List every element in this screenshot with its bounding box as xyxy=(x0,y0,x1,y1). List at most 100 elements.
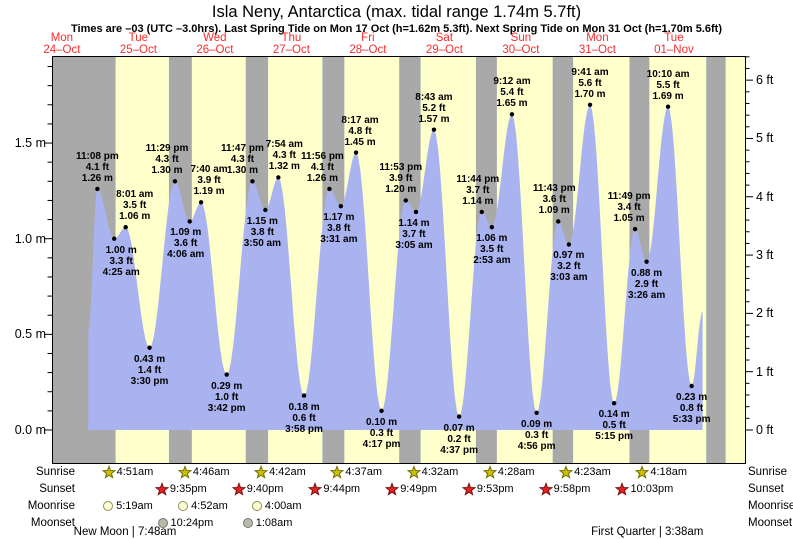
sunrise-time: 4:37am xyxy=(345,466,383,478)
tide-high-label: 11:47 pm 4.3 ft 1.30 m xyxy=(221,143,264,177)
tide-low-label: 1.17 m 3.8 ft 3:31 am xyxy=(320,212,358,246)
tide-low-label: 1.14 m 3.7 ft 3:05 am xyxy=(395,217,433,251)
y-axis-right-label: 3 ft xyxy=(756,248,774,263)
tide-point xyxy=(301,393,307,398)
sunset-star-icon xyxy=(461,482,476,496)
sunset-star-icon xyxy=(385,482,400,496)
chart-subtitle: Times are –03 (UTC –3.0hrs). Last Spring… xyxy=(71,23,722,35)
sunrise-time: 4:51am xyxy=(116,466,154,478)
day-header: Sun 30–Oct xyxy=(502,32,540,56)
sunset-time: 9:49pm xyxy=(400,483,437,495)
moonset-time: 1:08am xyxy=(255,517,293,529)
tide-point xyxy=(632,226,638,232)
tide-curve-area xyxy=(88,104,703,431)
tide-high-label: 8:43 am 5.2 ft 1.57 m xyxy=(415,91,453,125)
sunrise-row-label-right: Sunrise xyxy=(748,466,787,478)
tide-point xyxy=(112,236,117,241)
tide-low-label: 0.10 m 0.3 ft 4:17 pm xyxy=(362,416,401,450)
sunset-star-icon xyxy=(154,482,169,496)
sunrise-star-icon xyxy=(406,465,421,479)
sunset-time: 9:58pm xyxy=(553,483,591,495)
tide-high-label: 11:49 pm 3.4 ft 1.05 m xyxy=(607,191,651,225)
sunrise-item: 4:18am xyxy=(635,465,687,479)
moonset-row-label-left: Moonset xyxy=(30,517,75,529)
tide-high-label: 9:41 am 5.6 ft 1.70 m xyxy=(571,66,609,100)
sunset-time: 9:35pm xyxy=(169,483,207,495)
sunrise-star-icon xyxy=(254,465,269,479)
tide-high-label: 7:40 am 3.9 ft 1.19 m xyxy=(190,164,228,198)
tide-point xyxy=(611,401,617,406)
sunrise-item: 4:37am xyxy=(330,465,382,479)
sunrise-item: 4:28am xyxy=(482,465,535,479)
tide-point xyxy=(379,408,384,414)
tide-high-label: 10:10 am 5.5 ft 1.69 m xyxy=(646,68,690,102)
tide-point xyxy=(123,225,128,230)
day-header: Thu 27–Oct xyxy=(272,32,310,56)
tide-point xyxy=(338,203,344,209)
sunrise-time: 4:23am xyxy=(574,466,611,478)
tide-point xyxy=(456,414,462,419)
tide-low-label: 1.00 m 3.3 ft 4:25 am xyxy=(102,244,140,278)
tide-point xyxy=(187,219,192,224)
tide-point xyxy=(172,179,178,184)
moonrise-row-label-right: Moonrise xyxy=(748,500,793,512)
y-axis-right-label: 1 ft xyxy=(756,364,774,379)
sunrise-time: 4:32am xyxy=(421,466,459,478)
tide-point xyxy=(644,259,649,264)
tide-high-label: 11:08 pm 4.1 ft 1.26 m xyxy=(75,150,119,184)
sunrise-star-icon xyxy=(177,465,192,479)
day-header: Mon 31–Oct xyxy=(578,32,616,56)
moonrise-row-label-left: Moonrise xyxy=(27,500,75,512)
page-title: Isla Neny, Antarctica (max. tidal range … xyxy=(211,3,582,21)
tide-low-label: 0.14 m 0.5 ft 5:15 pm xyxy=(595,409,634,443)
tide-high-label: 11:53 pm 3.9 ft 1.20 m xyxy=(379,162,423,196)
sunset-item: 9:35pm xyxy=(154,482,207,496)
sunset-time: 9:40pm xyxy=(246,483,284,495)
sunset-item: 9:40pm xyxy=(231,482,284,496)
sunrise-star-icon xyxy=(482,465,497,479)
day-header: Tue 01–Nov xyxy=(654,32,694,56)
y-axis-right-label: 4 ft xyxy=(756,189,774,204)
tide-high-label: 8:17 am 4.8 ft 1.45 m xyxy=(341,114,379,148)
moonset-icon xyxy=(242,518,253,528)
sunset-star-icon xyxy=(615,482,630,496)
tide-high-label: 9:12 am 5.4 ft 1.65 m xyxy=(493,76,531,110)
tide-low-label: 1.15 m 3.8 ft 3:50 am xyxy=(243,216,281,249)
sunrise-row-label-left: Sunrise xyxy=(36,466,75,478)
sunset-item: 9:44pm xyxy=(308,482,360,496)
moonset-item: 10:24pm xyxy=(157,516,214,530)
tide-point xyxy=(509,112,515,117)
tide-point xyxy=(250,179,255,184)
moonrise-time: 4:00am xyxy=(264,500,302,512)
y-axis-left-label: 1.0 m xyxy=(14,231,46,246)
tide-point xyxy=(665,104,671,109)
sunrise-item: 4:32am xyxy=(406,465,459,479)
night-band xyxy=(706,57,726,463)
sunrise-star-icon xyxy=(635,465,650,479)
sunset-time: 9:44pm xyxy=(323,483,361,495)
sunset-item: 9:53pm xyxy=(461,482,514,496)
tide-low-label: 0.43 m 1.4 ft 3:30 pm xyxy=(130,353,169,387)
day-band xyxy=(725,57,745,463)
moonset-item: 1:08am xyxy=(242,516,293,530)
tide-high-label: 11:29 pm 4.3 ft 1.30 m xyxy=(145,143,189,177)
tide-low-label: 0.29 m 1.0 ft 3:42 pm xyxy=(207,380,246,414)
day-header: Tue 25–Oct xyxy=(119,32,157,56)
sunset-star-icon xyxy=(538,482,553,496)
tide-point xyxy=(198,200,204,205)
moonset-time: 10:24pm xyxy=(170,517,214,529)
tide-low-label: 0.88 m 2.9 ft 3:26 am xyxy=(627,267,666,301)
day-header: Mon 24–Oct xyxy=(43,32,81,56)
tide-point xyxy=(566,242,572,247)
tide-high-label: 11:56 pm 4.1 ft 1.26 m xyxy=(301,150,344,184)
day-header: Wed 26–Oct xyxy=(196,32,234,56)
moonset-row-label-right: Moonset xyxy=(748,517,793,529)
moonrise-time: 4:52am xyxy=(191,500,228,512)
sunset-item: 9:49pm xyxy=(385,482,437,496)
tide-point xyxy=(263,207,268,213)
tide-high-label: 11:43 pm 3.6 ft 1.09 m xyxy=(532,183,576,217)
sunrise-star-icon xyxy=(330,465,345,479)
tide-point xyxy=(276,175,281,180)
moonrise-item: 5:19am xyxy=(103,499,153,513)
sunset-time: 10:03pm xyxy=(630,483,674,495)
